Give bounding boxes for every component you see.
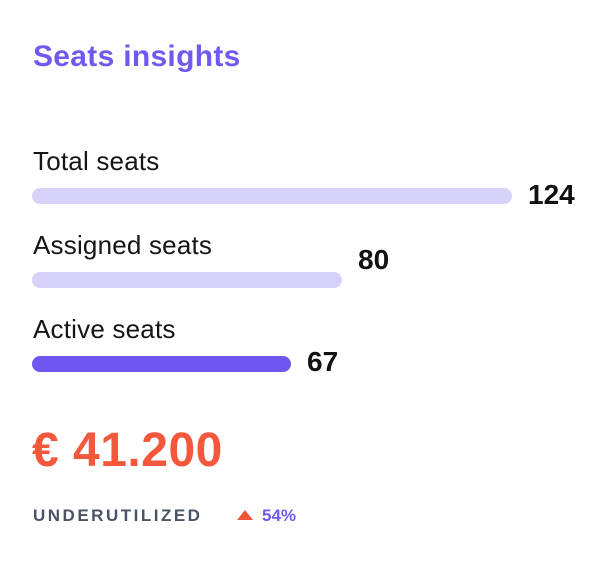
active-seats-bar	[32, 356, 291, 372]
triangle-up-icon	[237, 510, 253, 520]
active-seats-value: 67	[307, 346, 339, 377]
total-seats-bar	[32, 188, 512, 204]
total-seats-label: Total seats	[33, 146, 160, 176]
active-seats-label: Active seats	[33, 314, 176, 344]
assigned-seats-bar	[32, 272, 342, 288]
underutilized-amount: € 41.200	[32, 424, 223, 477]
status-label: UNDERUTILIZED	[33, 506, 203, 525]
card-title: Seats insights	[33, 40, 241, 73]
trend-percentage: 54%	[262, 506, 297, 525]
assigned-seats-value: 80	[358, 244, 390, 275]
assigned-seats-label: Assigned seats	[33, 230, 213, 260]
total-seats-value: 124	[528, 179, 575, 210]
